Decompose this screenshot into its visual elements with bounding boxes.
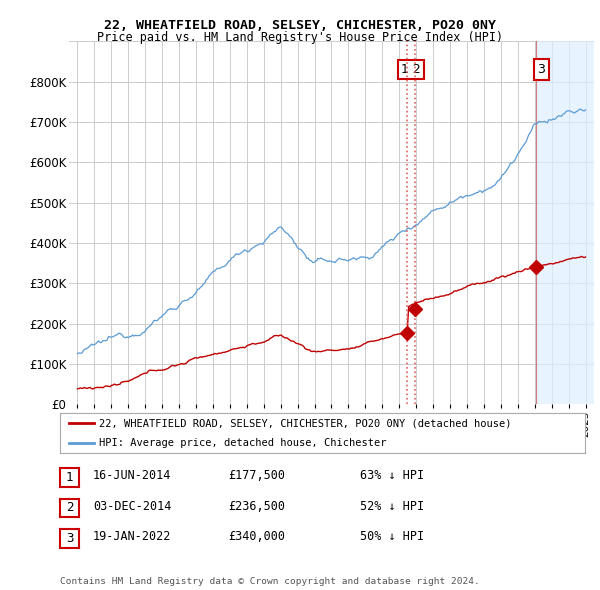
Bar	[536, 41, 594, 404]
Text: 16-JUN-2014: 16-JUN-2014	[93, 469, 172, 482]
Text: 22, WHEATFIELD ROAD, SELSEY, CHICHESTER, PO20 0NY (detached house): 22, WHEATFIELD ROAD, SELSEY, CHICHESTER,…	[100, 418, 512, 428]
Text: 22, WHEATFIELD ROAD, SELSEY, CHICHESTER, PO20 0NY: 22, WHEATFIELD ROAD, SELSEY, CHICHESTER,…	[104, 19, 496, 32]
Text: 50% ↓ HPI: 50% ↓ HPI	[360, 530, 424, 543]
Text: £236,500: £236,500	[228, 500, 285, 513]
Text: 2: 2	[66, 502, 73, 514]
Text: 63% ↓ HPI: 63% ↓ HPI	[360, 469, 424, 482]
Text: Price paid vs. HM Land Registry's House Price Index (HPI): Price paid vs. HM Land Registry's House …	[97, 31, 503, 44]
Text: 03-DEC-2014: 03-DEC-2014	[93, 500, 172, 513]
Text: 19-JAN-2022: 19-JAN-2022	[93, 530, 172, 543]
Text: 1 2: 1 2	[401, 63, 421, 76]
Text: 3: 3	[538, 63, 545, 76]
Text: 52% ↓ HPI: 52% ↓ HPI	[360, 500, 424, 513]
Text: 3: 3	[66, 532, 73, 545]
Text: HPI: Average price, detached house, Chichester: HPI: Average price, detached house, Chic…	[100, 438, 387, 448]
Text: £177,500: £177,500	[228, 469, 285, 482]
Text: 1: 1	[66, 471, 73, 484]
Text: £340,000: £340,000	[228, 530, 285, 543]
Text: Contains HM Land Registry data © Crown copyright and database right 2024.: Contains HM Land Registry data © Crown c…	[60, 577, 480, 586]
